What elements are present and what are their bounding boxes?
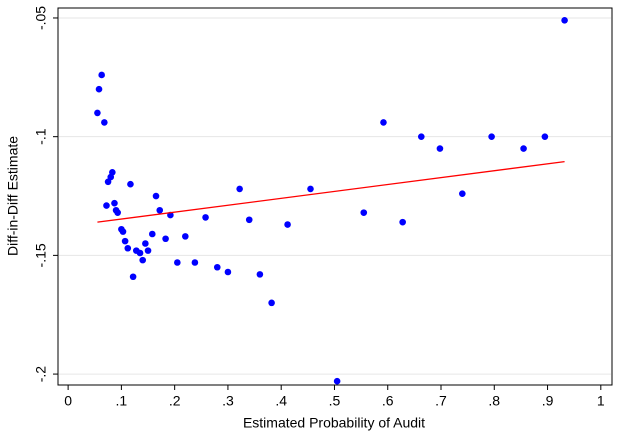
scatter-point	[109, 168, 116, 176]
scatter-point	[139, 256, 146, 264]
scatter-point	[360, 209, 368, 216]
scatter-point	[124, 244, 132, 252]
fit-line	[97, 160, 565, 223]
scatter-point	[436, 145, 444, 152]
scatter-point	[561, 17, 568, 24]
scatter-point	[256, 271, 264, 278]
scatter-point	[417, 133, 425, 140]
y-tick-label: -.2	[33, 366, 49, 383]
scatter-point	[333, 377, 341, 385]
scatter-point	[111, 199, 118, 207]
scatter-point	[144, 247, 152, 254]
x-tick-label: .7	[435, 393, 447, 409]
scatter-point	[129, 273, 137, 281]
scatter-point	[121, 237, 129, 245]
scatter-point	[101, 119, 108, 126]
x-tick-label: .3	[222, 393, 234, 409]
scatter-point	[103, 202, 110, 209]
plot-frame	[57, 7, 613, 386]
x-tick-label: .5	[329, 393, 341, 409]
y-tick-label: -.05	[33, 6, 49, 30]
x-tick-label: .4	[275, 393, 287, 409]
scatter-point	[119, 228, 127, 235]
scatter-point	[213, 263, 221, 271]
scatter-point	[95, 85, 103, 93]
scatter-point	[268, 299, 275, 307]
scatter-point	[127, 180, 134, 188]
y-tick-label: -.1	[33, 128, 49, 145]
scatter-point	[98, 71, 105, 79]
x-tick-label: .8	[488, 393, 500, 409]
x-tick-label: .6	[382, 393, 394, 409]
scatter-point	[541, 133, 549, 140]
x-tick-label: 0	[64, 393, 72, 409]
scatter-point	[191, 259, 199, 266]
y-tick-label: -.15	[33, 243, 49, 267]
scatter-point	[224, 268, 232, 276]
scatter-point	[156, 206, 164, 214]
x-axis-title: Estimated Probability of Audit	[243, 415, 425, 431]
y-axis-title: Diff-in-Diff Estimate	[5, 136, 21, 256]
scatter-point	[459, 190, 466, 197]
scatter-point	[520, 145, 527, 152]
scatter-point	[162, 235, 169, 243]
scatter-point	[236, 185, 243, 193]
x-tick-label: .9	[542, 393, 554, 409]
scatter-point	[142, 240, 149, 247]
scatter-point	[202, 214, 209, 221]
scatter-point	[136, 249, 144, 257]
scatter-point	[174, 259, 181, 266]
scatter-point	[307, 185, 314, 193]
x-tick-label: .2	[169, 393, 181, 409]
scatter-point	[488, 133, 495, 140]
x-tick-label: 1	[597, 393, 605, 409]
x-tick-label: .1	[116, 393, 128, 409]
scatter-point	[245, 216, 253, 224]
scatter-point	[284, 221, 291, 228]
scatter-point	[94, 109, 101, 117]
scatter-point	[148, 230, 156, 238]
scatter-point	[380, 119, 387, 126]
scatter-point	[152, 192, 160, 200]
scatter-point	[182, 233, 189, 240]
scatter-point	[114, 209, 121, 216]
scatter-point	[399, 218, 406, 226]
